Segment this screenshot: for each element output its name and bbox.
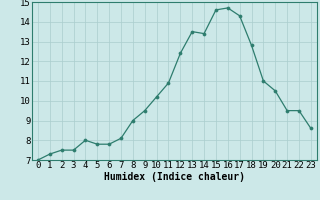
X-axis label: Humidex (Indice chaleur): Humidex (Indice chaleur) xyxy=(104,172,245,182)
